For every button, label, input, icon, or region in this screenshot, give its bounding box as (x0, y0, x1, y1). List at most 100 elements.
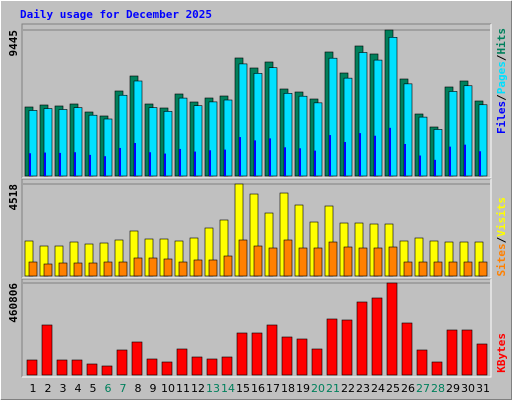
bar (296, 338, 308, 376)
panel-bevel-light (22, 179, 492, 279)
panel-bevel-dark (21, 23, 491, 178)
x-tick-label: 15 (236, 382, 250, 395)
bar (88, 114, 98, 177)
x-tick-label: 9 (150, 382, 157, 395)
x-tick-label: 27 (416, 382, 430, 395)
bar (43, 263, 53, 277)
bar (298, 95, 308, 177)
bar (44, 152, 46, 176)
bar (133, 80, 143, 177)
legend-entry: KBytes (495, 333, 508, 373)
panel-bevel-light (22, 24, 492, 179)
bar (329, 135, 331, 176)
bar (43, 108, 53, 177)
bar (59, 152, 61, 176)
bar (209, 150, 211, 176)
bar (371, 297, 383, 376)
x-tick-label: 11 (176, 382, 190, 395)
bar (239, 137, 241, 176)
panel-bevel-light (22, 279, 492, 378)
bar (401, 322, 413, 376)
bar (163, 258, 173, 277)
bar (28, 261, 38, 277)
bar (388, 36, 398, 177)
bar (374, 135, 376, 176)
bar (311, 348, 323, 376)
bar (434, 159, 436, 176)
legend-entry: Sites (495, 243, 508, 276)
bar (358, 52, 368, 177)
bar (478, 261, 488, 277)
bar (446, 329, 458, 376)
bar (448, 261, 458, 277)
bar (283, 239, 293, 277)
bar (134, 142, 136, 176)
bar (236, 332, 248, 376)
bar (386, 282, 398, 376)
bar (104, 156, 106, 176)
bar (251, 332, 263, 376)
bar (359, 133, 361, 176)
bar (344, 142, 346, 176)
x-tick-label: 30 (461, 382, 475, 395)
bar (403, 83, 413, 177)
bar (148, 257, 158, 277)
bar (194, 151, 196, 176)
bar (116, 349, 128, 376)
y-tick-label: 4518 (7, 184, 20, 211)
bar (179, 148, 181, 176)
bar (131, 341, 143, 376)
chart-title: Daily usage for December 2025 (20, 8, 212, 21)
bar (161, 361, 173, 376)
bar (56, 359, 68, 376)
bar (101, 365, 113, 376)
bar (479, 151, 481, 176)
bar (253, 73, 263, 177)
bar (433, 129, 443, 177)
x-tick-label: 2 (45, 382, 52, 395)
legend: Sites/Visits (495, 197, 508, 277)
bar (299, 148, 301, 176)
x-tick-label: 7 (120, 382, 127, 395)
legend-entry: Pages (495, 61, 508, 94)
bar (133, 257, 143, 277)
bar (283, 93, 293, 177)
bar (28, 110, 38, 177)
bar (58, 109, 68, 177)
bar (221, 356, 233, 376)
bar (208, 259, 218, 277)
bar (146, 358, 158, 376)
bar (58, 262, 68, 277)
bar (328, 241, 338, 277)
bar (418, 116, 428, 177)
bar (358, 247, 368, 277)
bar (29, 153, 31, 176)
bar (373, 247, 383, 277)
bar (433, 261, 443, 277)
bar (328, 57, 338, 177)
bar (269, 138, 271, 176)
bar (314, 150, 316, 176)
bar (313, 102, 323, 177)
y-tick-label: 460806 (7, 283, 20, 323)
bar (448, 91, 458, 177)
bar (73, 262, 83, 277)
x-tick-label: 25 (386, 382, 400, 395)
bar (118, 94, 128, 177)
bar (103, 261, 113, 277)
bar (254, 140, 256, 176)
bar (268, 247, 278, 277)
bar (88, 262, 98, 277)
bar (26, 359, 38, 376)
bar (431, 361, 443, 376)
x-tick-label: 22 (341, 382, 355, 395)
bar (356, 301, 368, 376)
x-tick-label: 18 (281, 382, 295, 395)
x-tick-label: 17 (266, 382, 280, 395)
x-tick-label: 14 (221, 382, 235, 395)
legend: Files/Pages/Hits (495, 28, 508, 134)
bar (403, 261, 413, 277)
legend-entry: Hits (495, 28, 508, 55)
